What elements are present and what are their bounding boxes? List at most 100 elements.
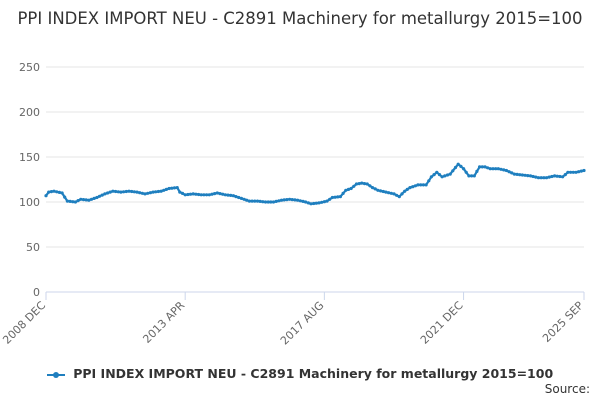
data-point xyxy=(542,176,546,180)
y-tick-label: 150 xyxy=(19,151,40,164)
data-point xyxy=(309,202,313,206)
legend-dot xyxy=(52,371,59,378)
data-point xyxy=(429,175,433,179)
x-tick-label: 2017 AUG xyxy=(278,299,327,348)
data-point xyxy=(301,199,305,203)
data-point xyxy=(528,174,533,178)
data-point xyxy=(389,191,393,195)
data-point xyxy=(534,175,538,179)
data-point xyxy=(175,186,179,190)
data-point xyxy=(148,191,152,195)
x-tick-label: 2025 SEP xyxy=(540,299,586,345)
data-point xyxy=(111,189,115,193)
data-point xyxy=(582,168,586,173)
data-point xyxy=(108,190,112,194)
data-point xyxy=(376,188,380,192)
data-point xyxy=(427,179,431,183)
data-point xyxy=(154,190,158,194)
source-label: Source: xyxy=(544,382,590,396)
legend-line-symbol-icon xyxy=(46,370,65,380)
data-point xyxy=(467,174,471,178)
data-point xyxy=(368,184,372,188)
data-point xyxy=(162,188,166,192)
data-point xyxy=(65,199,69,203)
data-point xyxy=(44,194,48,198)
data-point xyxy=(443,174,447,178)
data-point xyxy=(574,170,578,174)
data-point xyxy=(411,185,415,189)
data-point xyxy=(550,174,554,179)
data-point xyxy=(571,170,575,174)
data-point xyxy=(547,175,551,179)
data-point xyxy=(563,173,567,177)
y-tick-label: 200 xyxy=(19,106,40,119)
legend-label[interactable]: PPI INDEX IMPORT NEU - C2891 Machinery f… xyxy=(73,366,554,381)
data-point xyxy=(360,181,364,185)
legend[interactable]: PPI INDEX IMPORT NEU - C2891 Machinery f… xyxy=(0,366,600,381)
data-point xyxy=(432,173,436,177)
y-tick-label: 50 xyxy=(26,241,40,254)
data-point xyxy=(282,198,286,202)
x-axis: 2008 DEC 2013 APR 2017 AUG 2021 DEC 2025 SEP xyxy=(0,291,586,348)
data-point xyxy=(341,191,345,195)
data-point xyxy=(346,187,351,191)
data-point xyxy=(132,190,136,194)
data-point xyxy=(437,173,442,177)
data-point xyxy=(71,200,75,204)
data-point xyxy=(304,200,308,204)
data-point xyxy=(285,198,289,202)
data-point xyxy=(159,189,163,193)
data-point xyxy=(365,182,369,186)
x-tick-label: 2021 DEC xyxy=(418,299,466,347)
data-point xyxy=(555,174,559,178)
data-point xyxy=(558,174,562,179)
data-point xyxy=(475,169,479,173)
data-point xyxy=(494,167,498,171)
data-point xyxy=(531,174,535,179)
data-point xyxy=(124,189,128,194)
data-point xyxy=(221,192,225,196)
data-point xyxy=(188,192,193,196)
data-point xyxy=(464,170,468,174)
data-point xyxy=(416,183,420,187)
data-point xyxy=(269,200,273,204)
data-point xyxy=(81,198,86,202)
data-point xyxy=(395,193,399,197)
data-point xyxy=(357,182,361,186)
data-point xyxy=(231,194,235,198)
y-tick-label: 100 xyxy=(19,196,40,209)
data-point xyxy=(266,200,270,204)
data-point xyxy=(207,193,211,197)
data-point xyxy=(237,195,241,200)
data-point xyxy=(445,173,450,177)
data-point xyxy=(199,193,203,197)
data-point xyxy=(470,174,474,178)
data-point xyxy=(234,195,238,199)
data-point xyxy=(73,200,77,204)
data-point xyxy=(472,174,476,178)
data-point xyxy=(247,199,251,203)
data-point xyxy=(491,167,495,171)
data-point xyxy=(440,175,444,179)
data-point xyxy=(186,192,190,197)
data-point xyxy=(63,195,67,199)
data-point xyxy=(453,165,458,170)
data-point xyxy=(330,195,334,200)
data-point xyxy=(421,183,425,187)
data-point xyxy=(314,201,318,205)
data-point xyxy=(140,191,144,195)
data-point xyxy=(306,201,310,205)
data-point xyxy=(130,189,134,194)
data-point xyxy=(55,190,59,194)
data-point xyxy=(413,184,417,188)
data-point xyxy=(349,186,353,191)
data-point xyxy=(296,198,300,202)
data-point xyxy=(119,190,123,194)
y-tick-label: 0 xyxy=(33,286,40,299)
data-point xyxy=(400,192,404,196)
data-point xyxy=(456,162,460,166)
data-point xyxy=(127,189,131,193)
data-point xyxy=(229,193,233,197)
data-point xyxy=(317,201,321,205)
